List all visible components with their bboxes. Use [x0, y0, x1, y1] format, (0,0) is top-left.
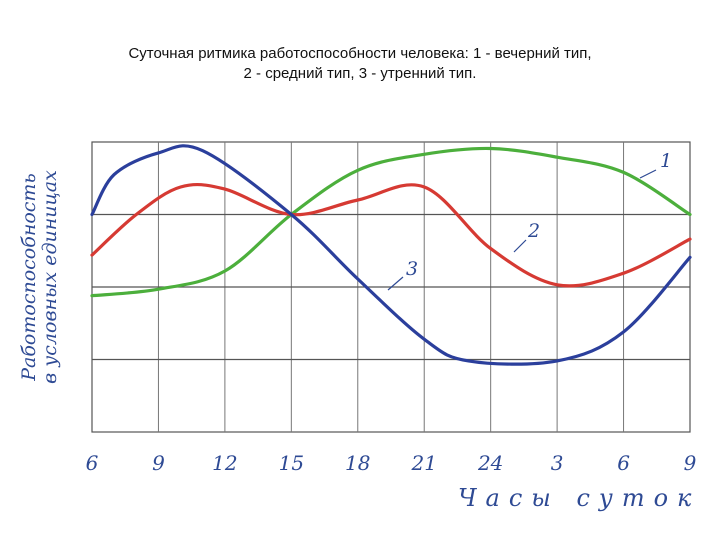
- x-tick-label: 15: [279, 451, 304, 475]
- x-tick-label: 24: [477, 451, 503, 475]
- series-label-leader-3: [387, 276, 404, 291]
- series-label-2: 2: [527, 220, 540, 242]
- series-line-2: [90, 182, 692, 288]
- chart-title: Суточная ритмика работоспособности челов…: [40, 44, 680, 84]
- x-axis-label: Часы суток: [458, 484, 701, 512]
- x-tick-label: 3: [551, 451, 564, 475]
- x-tick-label: 18: [345, 451, 370, 475]
- y-axis-label: Работоспособность в условных единицах: [18, 170, 61, 384]
- x-tick-label: 12: [212, 451, 237, 475]
- x-tick-label: 9: [684, 451, 697, 475]
- series-line-3: [90, 144, 692, 366]
- series-label-leader-2: [513, 239, 527, 253]
- y-axis-label-line-1: Работоспособность: [18, 173, 40, 381]
- x-tick-label: 9: [152, 451, 165, 475]
- series-line-1: [90, 146, 692, 298]
- chart-title-line-2: 2 - средний тип, 3 - утренний тип.: [243, 65, 477, 82]
- series-label-leader-1: [639, 169, 657, 179]
- x-tick-label: 6: [86, 451, 99, 475]
- y-axis-label-line-2: в условных единицах: [39, 170, 61, 384]
- series-label-1: 1: [660, 150, 672, 172]
- x-tick-label: 21: [410, 451, 436, 475]
- series-label-3: 3: [406, 258, 418, 280]
- x-tick-label: 6: [617, 451, 630, 475]
- chart-title-line-1: Суточная ритмика работоспособности челов…: [128, 45, 592, 62]
